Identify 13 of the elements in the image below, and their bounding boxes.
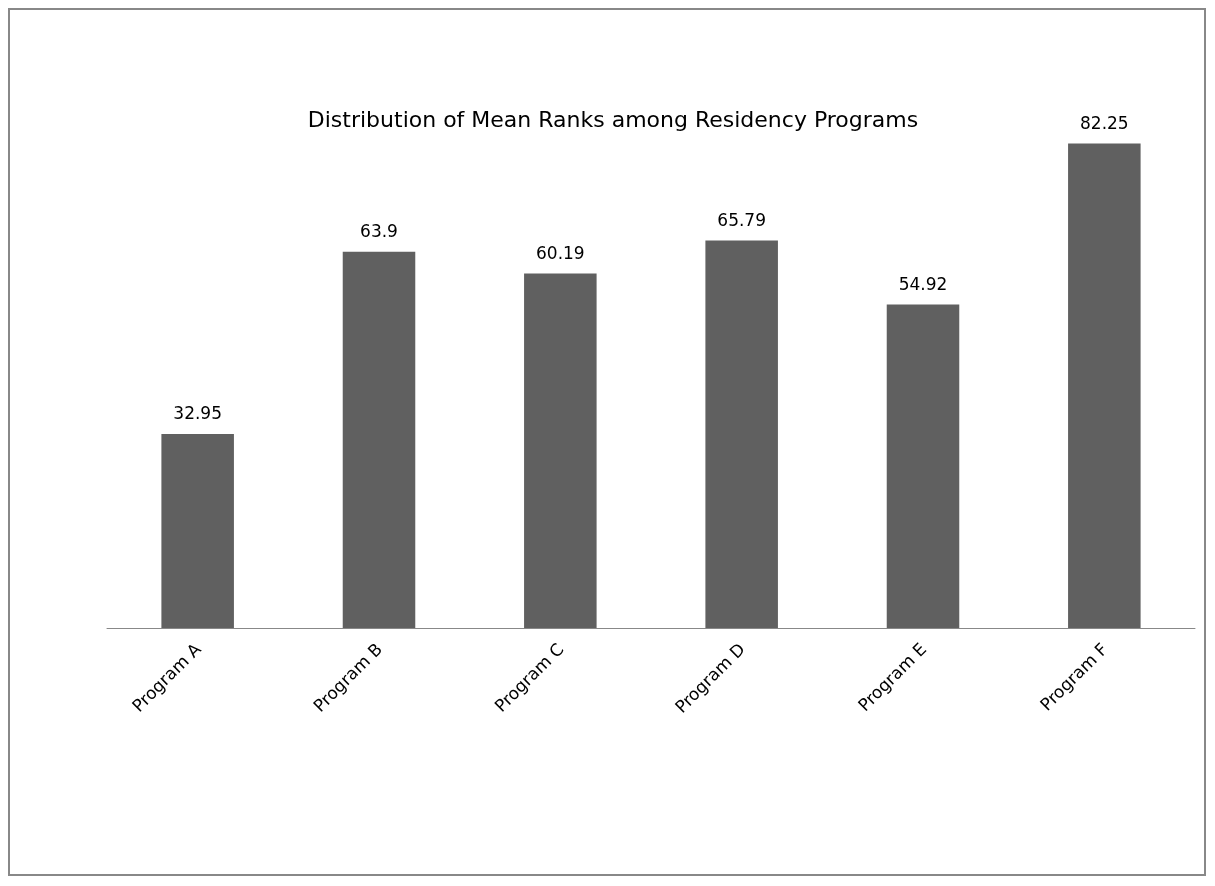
data-label: 65.79 [717, 210, 766, 231]
data-label: 54.92 [898, 274, 948, 295]
bar [524, 273, 597, 628]
bar [705, 240, 778, 628]
bar [161, 433, 234, 628]
data-label: 60.19 [536, 243, 585, 264]
data-label: 63.9 [360, 221, 398, 242]
data-label: 32.95 [173, 403, 222, 424]
chart-title: Distribution of Mean Ranks among Residency Programs [307, 106, 919, 132]
bar [886, 304, 960, 628]
data-label: 82.25 [1080, 113, 1129, 134]
bar [1068, 143, 1141, 628]
bar [342, 251, 416, 628]
